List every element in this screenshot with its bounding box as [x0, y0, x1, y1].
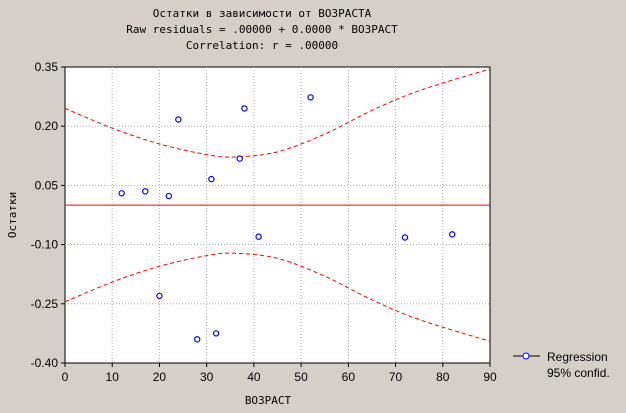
data-point [449, 231, 456, 238]
confidence-upper-line [64, 68, 491, 158]
data-point [156, 292, 163, 300]
y-tick-label: 0.05 [35, 178, 59, 192]
data-point [194, 336, 201, 343]
y-tick-label: -0.25 [31, 297, 59, 311]
y-tick-label: -0.10 [31, 238, 59, 252]
y-tick-label: 0.20 [35, 119, 59, 133]
confidence-bands [64, 68, 491, 342]
plot-area [64, 66, 491, 364]
confidence-lower-line [64, 252, 491, 342]
y-tick-label: -0.40 [31, 356, 59, 370]
data-point [118, 190, 125, 197]
data-point [165, 192, 173, 200]
data-point [236, 155, 243, 162]
legend-label-confidence: 95% confid. [547, 366, 610, 380]
data-point [208, 175, 215, 183]
legend-point-marker [522, 352, 530, 360]
x-tick-label: 0 [62, 370, 69, 384]
data-points [118, 94, 456, 343]
grid-lines [65, 67, 490, 363]
legend-label-regression: Regression [547, 350, 608, 364]
data-point [175, 116, 182, 123]
chart-title-line-1: Остатки в зависимости от ВОЗРАСТА [153, 7, 372, 20]
x-tick-label: 30 [200, 370, 214, 384]
data-point [142, 188, 149, 195]
data-point [255, 233, 262, 240]
y-axis-ticks: 0.35 0.20 0.05 -0.10 -0.25 -0.40 [31, 60, 65, 370]
y-axis-title: Остатки [6, 192, 19, 238]
x-axis-ticks: 0 10 20 30 40 50 60 70 80 90 [62, 363, 497, 384]
data-point [212, 330, 220, 337]
x-tick-label: 80 [436, 370, 450, 384]
x-tick-label: 60 [342, 370, 356, 384]
y-tick-label: 0.35 [35, 60, 59, 74]
data-point [241, 105, 248, 112]
chart-title-line-3: Correlation: r = .00000 [186, 39, 338, 52]
x-tick-label: 90 [483, 370, 497, 384]
x-tick-label: 40 [247, 370, 261, 384]
x-tick-label: 10 [106, 370, 120, 384]
chart-title-line-2: Raw residuals = .00000 + 0.0000 * ВОЗРАС… [126, 23, 398, 36]
x-tick-label: 20 [153, 370, 167, 384]
x-tick-label: 50 [294, 370, 308, 384]
data-point [401, 234, 409, 241]
data-point [307, 94, 314, 101]
x-tick-label: 70 [389, 370, 403, 384]
legend: Regression 95% confid. [513, 350, 610, 380]
x-axis-title: ВОЗРАСТ [245, 394, 292, 407]
